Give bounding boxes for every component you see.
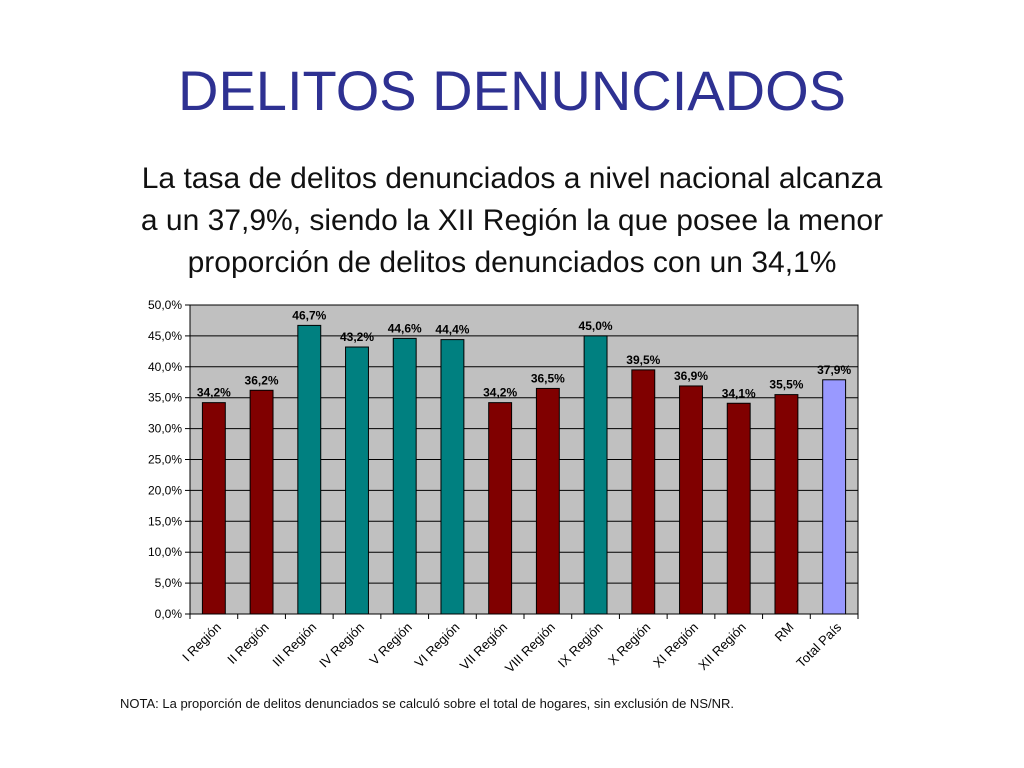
data-label: 35,5% [769,378,803,392]
x-category-label: I Región [179,620,224,665]
x-category-label: II Región [224,620,271,667]
bar [679,385,703,615]
x-category-label: X Región [605,620,653,668]
subtitle-line: proporción de delitos denunciados con un… [187,246,837,279]
data-label: 44,4% [435,323,469,337]
y-tick-label: 10,0% [148,545,182,559]
bar [392,337,417,615]
bar [535,387,560,615]
data-label: 44,6% [388,321,422,335]
data-label: 36,9% [674,369,708,383]
data-label: 36,2% [245,373,279,387]
data-label: 46,7% [292,308,326,322]
data-label: 34,1% [722,386,756,400]
bar [822,379,847,615]
bar [631,369,656,615]
x-category-label: XI Región [650,620,701,671]
x-category-label: III Región [269,620,319,670]
data-label: 37,9% [817,363,851,377]
y-tick-label: 50,0% [148,298,182,312]
x-category-label: RM [772,620,797,645]
subtitle-line: a un 37,9%, siendo la XII Región la que … [140,204,884,237]
y-tick-label: 35,0% [148,391,182,405]
y-tick-label: 30,0% [148,422,182,436]
x-category-label: IX Región [555,620,606,671]
bar [249,389,274,615]
y-tick-label: 25,0% [148,453,182,467]
bar [726,402,751,615]
chart-note: NOTA: La proporción de delitos denunciad… [120,696,734,711]
x-category-label: V Región [366,620,414,668]
slide-subtitle: La tasa de delitos denunciados a nivel n… [40,158,984,284]
x-category-label: Total País [793,619,844,670]
bar [774,394,799,615]
x-category-label: VIII Región [502,620,558,676]
x-category-label: XII Región [695,620,749,674]
subtitle-line: La tasa de delitos denunciados a nivel n… [141,162,883,195]
data-label: 45,0% [579,319,613,333]
x-category-label: VI Región [412,620,463,671]
bar [440,339,465,615]
bar [583,335,608,615]
slide-title: DELITOS DENUNCIADOS [178,59,846,122]
bar [297,324,322,615]
data-label: 39,5% [626,353,660,367]
y-tick-label: 45,0% [148,329,182,343]
bar [201,402,226,615]
data-label: 34,2% [483,386,517,400]
data-label: 43,2% [340,330,374,344]
data-label: 36,5% [531,371,565,385]
y-tick-label: 0,0% [155,607,183,621]
y-tick-label: 40,0% [148,360,182,374]
bar [345,346,369,615]
y-tick-label: 20,0% [148,483,182,497]
data-label: 34,2% [197,386,231,400]
bar [488,402,513,615]
plot-frame [189,304,859,615]
x-category-label: IV Región [316,620,367,671]
y-tick-label: 5,0% [155,576,183,590]
y-tick-label: 15,0% [148,514,182,528]
